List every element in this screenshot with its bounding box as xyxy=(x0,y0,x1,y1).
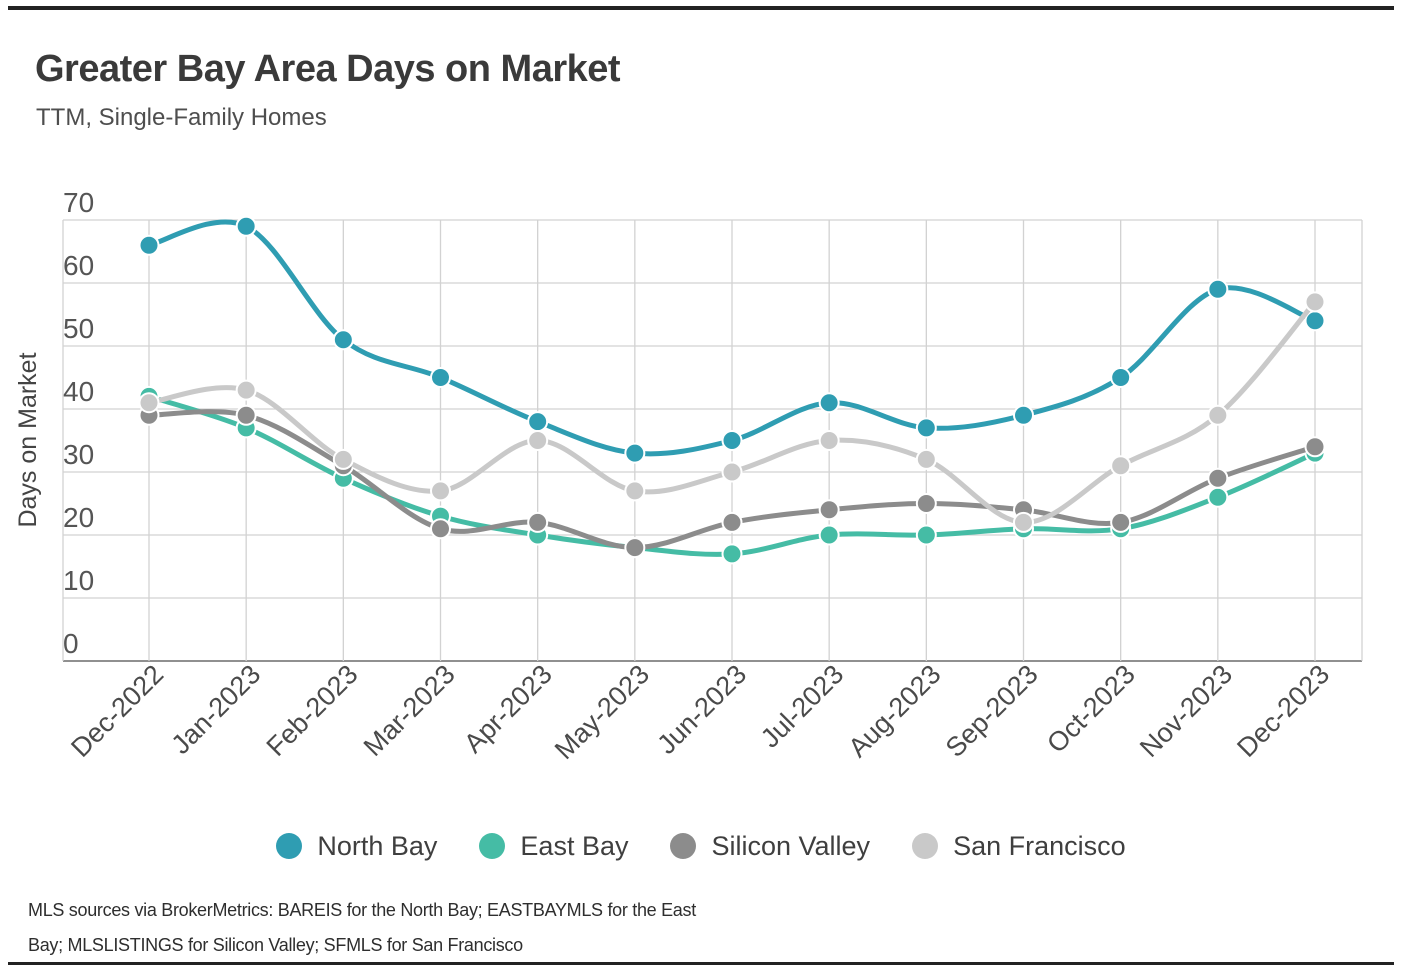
data-point-east-bay-Jul-2023[interactable]: East Bay Jul-2023: 20 xyxy=(818,524,840,546)
bottom-rule xyxy=(8,962,1394,965)
y-tick-label-30: 30 xyxy=(63,439,94,470)
legend: North Bay East Bay Silicon Valley San Franc… xyxy=(0,824,1402,868)
data-point-north-bay-Nov-2023[interactable]: North Bay Nov-2023: 59 xyxy=(1207,278,1229,300)
data-point-silicon-valley-Jan-2023[interactable]: Silicon Valley Jan-2023: 39 xyxy=(235,404,257,426)
legend-label-san-francisco: San Francisco xyxy=(953,830,1126,861)
data-point-san-francisco-May-2023[interactable]: San Francisco May-2023: 27 xyxy=(624,480,646,502)
x-tick-label-Jan-2023: Jan-2023 xyxy=(166,659,267,760)
data-point-san-francisco-Aug-2023[interactable]: San Francisco Aug-2023: 32 xyxy=(915,448,937,470)
legend-label-east-bay: East Bay xyxy=(520,830,629,861)
source-note-line2: Bay; MLSLISTINGS for Silicon Valley; SFM… xyxy=(28,935,523,955)
x-tick-label-Dec-2023: Dec-2023 xyxy=(1231,659,1335,763)
data-point-silicon-valley-Aug-2023[interactable]: Silicon Valley Aug-2023: 25 xyxy=(915,493,937,514)
legend-dot-east-bay xyxy=(479,833,506,859)
legend-item-silicon-valley: Silicon Valley xyxy=(670,831,870,862)
source-note-line1: MLS sources via BrokerMetrics: BAREIS fo… xyxy=(28,900,696,920)
x-tick-label-Sep-2023: Sep-2023 xyxy=(940,659,1044,763)
chart-title: Greater Bay Area Days on Market xyxy=(35,48,621,90)
data-point-san-francisco-Jun-2023[interactable]: San Francisco Jun-2023: 30 xyxy=(721,461,743,483)
data-point-san-francisco-Nov-2023[interactable]: San Francisco Nov-2023: 39 xyxy=(1207,404,1229,426)
data-point-silicon-valley-Dec-2023[interactable]: Silicon Valley Dec-2023: 34 xyxy=(1304,436,1326,458)
data-point-silicon-valley-Jun-2023[interactable]: Silicon Valley Jun-2023: 22 xyxy=(721,511,743,533)
x-tick-label-Feb-2023: Feb-2023 xyxy=(261,659,364,762)
data-point-san-francisco-Feb-2023[interactable]: San Francisco Feb-2023: 32 xyxy=(332,448,354,470)
legend-item-east-bay: East Bay xyxy=(479,831,628,862)
x-tick-label-Jun-2023: Jun-2023 xyxy=(651,659,752,760)
y-tick-label-60: 60 xyxy=(63,250,94,281)
y-axis-title: Days on Market xyxy=(14,352,42,527)
data-point-north-bay-Jul-2023[interactable]: North Bay Jul-2023: 41 xyxy=(818,392,840,414)
legend-dot-silicon-valley xyxy=(670,833,697,859)
data-point-silicon-valley-Nov-2023[interactable]: Silicon Valley Nov-2023: 29 xyxy=(1207,467,1229,489)
source-note: MLS sources via BrokerMetrics: BAREIS fo… xyxy=(28,893,696,963)
data-point-silicon-valley-Jul-2023[interactable]: Silicon Valley Jul-2023: 24 xyxy=(818,499,840,521)
top-rule xyxy=(8,6,1394,10)
data-point-silicon-valley-Oct-2023[interactable]: Silicon Valley Oct-2023: 22 xyxy=(1110,511,1132,533)
data-point-east-bay-Aug-2023[interactable]: East Bay Aug-2023: 20 xyxy=(915,524,937,546)
y-tick-label-40: 40 xyxy=(63,376,94,407)
x-tick-label-Nov-2023: Nov-2023 xyxy=(1134,659,1238,763)
x-tick-label-Apr-2023: Apr-2023 xyxy=(458,659,558,759)
x-tick-label-Mar-2023: Mar-2023 xyxy=(358,659,461,762)
x-tick-label-Aug-2023: Aug-2023 xyxy=(843,659,947,763)
data-point-north-bay-May-2023[interactable]: North Bay May-2023: 33 xyxy=(624,442,646,464)
data-point-north-bay-Jan-2023[interactable]: North Bay Jan-2023: 69 xyxy=(235,215,257,237)
y-tick-label-0: 0 xyxy=(63,628,79,659)
data-point-east-bay-Jun-2023[interactable]: East Bay Jun-2023: 17 xyxy=(721,543,743,565)
legend-label-north-bay: North Bay xyxy=(317,830,438,861)
legend-dot-north-bay xyxy=(276,833,303,859)
y-tick-label-50: 50 xyxy=(63,313,94,344)
legend-label-silicon-valley: Silicon Valley xyxy=(711,830,871,861)
x-tick-label-Oct-2023: Oct-2023 xyxy=(1041,659,1141,759)
data-point-san-francisco-Dec-2022[interactable]: San Francisco Dec-2022: 41 xyxy=(138,392,160,414)
data-point-north-bay-Dec-2023[interactable]: North Bay Dec-2023: 54 xyxy=(1304,310,1326,332)
data-point-north-bay-Oct-2023[interactable]: North Bay Oct-2023: 45 xyxy=(1110,367,1132,388)
data-point-san-francisco-Jan-2023[interactable]: San Francisco Jan-2023: 43 xyxy=(235,379,257,401)
data-point-san-francisco-Sep-2023[interactable]: San Francisco Sep-2023: 22 xyxy=(1013,511,1034,533)
y-tick-label-20: 20 xyxy=(63,502,94,533)
data-point-north-bay-Dec-2022[interactable]: North Bay Dec-2022: 66 xyxy=(138,234,160,256)
data-point-north-bay-Jun-2023[interactable]: North Bay Jun-2023: 35 xyxy=(721,430,743,451)
data-point-north-bay-Mar-2023[interactable]: North Bay Mar-2023: 45 xyxy=(430,367,451,388)
y-tick-label-70: 70 xyxy=(63,187,94,218)
data-point-north-bay-Feb-2023[interactable]: North Bay Feb-2023: 51 xyxy=(332,329,354,351)
x-tick-label-Jul-2023: Jul-2023 xyxy=(755,659,849,753)
data-point-san-francisco-Dec-2023[interactable]: San Francisco Dec-2023: 57 xyxy=(1304,291,1326,313)
data-point-east-bay-Nov-2023[interactable]: East Bay Nov-2023: 26 xyxy=(1207,486,1229,508)
legend-item-san-francisco: San Francisco xyxy=(912,831,1126,862)
data-point-north-bay-Apr-2023[interactable]: North Bay Apr-2023: 38 xyxy=(527,411,549,433)
data-point-san-francisco-Jul-2023[interactable]: San Francisco Jul-2023: 35 xyxy=(818,430,840,451)
y-tick-label-10: 10 xyxy=(63,565,94,596)
data-point-silicon-valley-May-2023[interactable]: Silicon Valley May-2023: 18 xyxy=(624,537,646,559)
legend-dot-san-francisco xyxy=(912,833,939,859)
chart-subtitle: TTM, Single-Family Homes xyxy=(36,104,327,131)
x-tick-label-Dec-2022: Dec-2022 xyxy=(65,659,169,763)
data-point-silicon-valley-Mar-2023[interactable]: Silicon Valley Mar-2023: 21 xyxy=(430,518,451,540)
data-point-san-francisco-Oct-2023[interactable]: San Francisco Oct-2023: 31 xyxy=(1110,455,1132,477)
x-tick-label-May-2023: May-2023 xyxy=(549,659,655,765)
data-point-silicon-valley-Apr-2023[interactable]: Silicon Valley Apr-2023: 22 xyxy=(527,511,549,533)
data-point-north-bay-Aug-2023[interactable]: North Bay Aug-2023: 37 xyxy=(915,417,937,439)
data-point-north-bay-Sep-2023[interactable]: North Bay Sep-2023: 39 xyxy=(1013,404,1034,426)
data-point-san-francisco-Mar-2023[interactable]: San Francisco Mar-2023: 27 xyxy=(430,480,451,502)
data-point-san-francisco-Apr-2023[interactable]: San Francisco Apr-2023: 35 xyxy=(527,430,549,451)
legend-item-north-bay: North Bay xyxy=(276,831,437,862)
